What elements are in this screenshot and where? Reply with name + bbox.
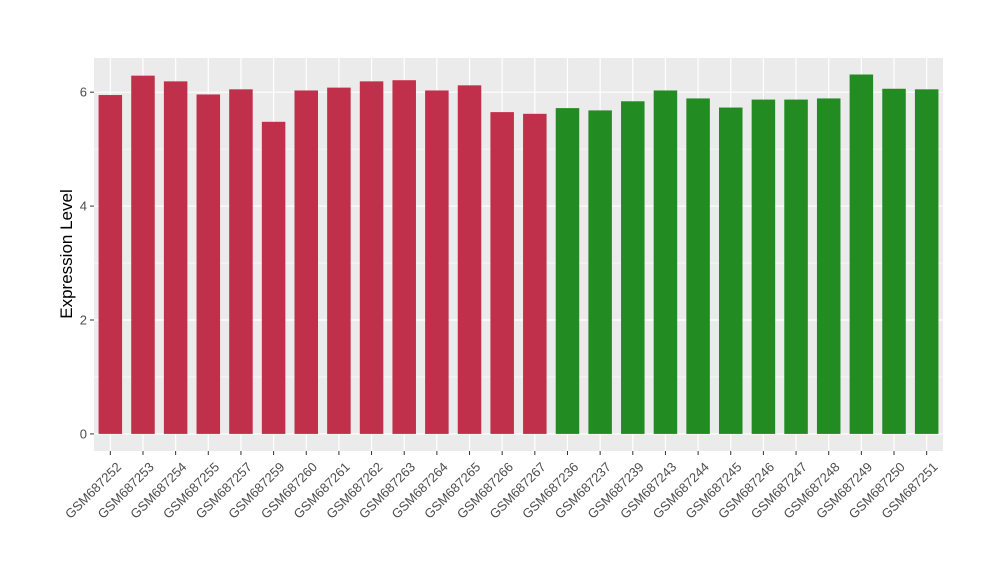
bar	[229, 89, 253, 434]
bar	[784, 99, 808, 434]
bar	[327, 87, 351, 434]
bar	[425, 90, 449, 434]
bar	[457, 85, 482, 434]
bar	[294, 90, 319, 434]
bar	[849, 74, 874, 434]
bar	[588, 110, 612, 434]
bar	[196, 94, 221, 434]
bar	[131, 75, 155, 434]
bar	[163, 81, 188, 434]
bar	[555, 108, 580, 434]
bar	[686, 98, 710, 434]
y-tick-label: 6	[80, 85, 87, 100]
y-tick-label: 0	[80, 426, 87, 441]
bar	[261, 121, 286, 434]
bar	[359, 81, 384, 434]
y-axis: 0 2 4 6	[80, 85, 94, 441]
y-tick-label: 4	[80, 199, 87, 214]
bars	[98, 74, 939, 434]
bar	[392, 80, 416, 434]
y-tick-label: 2	[80, 313, 87, 328]
bar	[490, 112, 514, 434]
bar	[98, 95, 123, 434]
bar	[653, 90, 678, 434]
x-axis: GSM687252GSM687253GSM687254GSM687255GSM6…	[62, 451, 941, 522]
plot-panel	[94, 58, 943, 451]
bar	[882, 88, 906, 434]
bar	[718, 107, 743, 434]
bar	[751, 99, 776, 434]
bar	[523, 113, 547, 434]
bar	[914, 89, 939, 434]
y-axis-title: Expression Level	[57, 189, 76, 318]
bar	[621, 101, 645, 434]
bar	[816, 98, 841, 434]
